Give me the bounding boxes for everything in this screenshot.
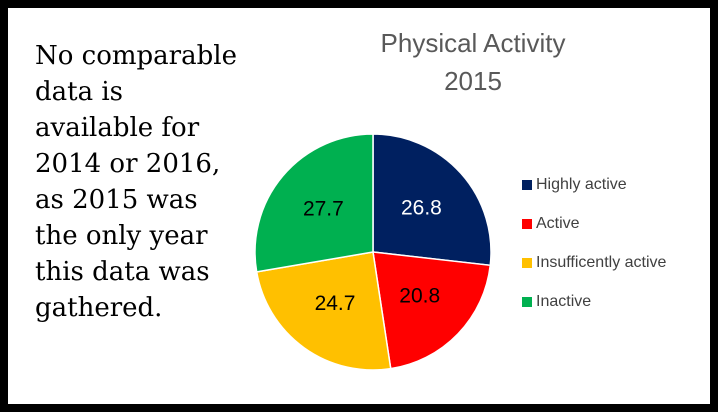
legend-swatch xyxy=(522,258,532,268)
chart: 26.8 20.8 24.7 27.7 Highly active Active Insuf… xyxy=(254,133,667,371)
annotation: No comparable data is available for 2014 or… xyxy=(35,38,237,326)
pie-slice xyxy=(372,133,492,267)
annotation-line: the only year xyxy=(35,221,208,251)
pie-slice xyxy=(254,133,374,273)
legend-swatch xyxy=(522,297,532,307)
chart-title: Physical Activity 2015 xyxy=(380,28,566,96)
annotation-line: No comparable xyxy=(35,41,237,71)
legend-label: Highly active xyxy=(536,176,627,193)
legend-label: Active xyxy=(536,215,580,232)
annotation-line: available for xyxy=(35,113,200,143)
pie-slice xyxy=(255,251,392,371)
data-label: 27.7 xyxy=(303,198,344,221)
pie-slice xyxy=(372,251,492,370)
annotation-line: as 2015 was xyxy=(35,185,198,215)
annotation-line: this data was xyxy=(35,257,210,287)
legend-label: Inactive xyxy=(536,293,591,310)
data-label: 24.7 xyxy=(315,292,356,315)
annotation-line: gathered. xyxy=(35,293,163,323)
annotation-line: data is xyxy=(35,77,124,107)
frame: No comparable data is available for 2014 or… xyxy=(8,8,710,404)
annotation-line: 2014 or 2016, xyxy=(35,149,221,179)
data-label: 20.8 xyxy=(399,285,440,308)
legend-label: Insufficently active xyxy=(536,254,667,271)
data-label: 26.8 xyxy=(401,196,442,219)
legend-swatch xyxy=(522,180,532,190)
legend-swatch xyxy=(522,219,532,229)
